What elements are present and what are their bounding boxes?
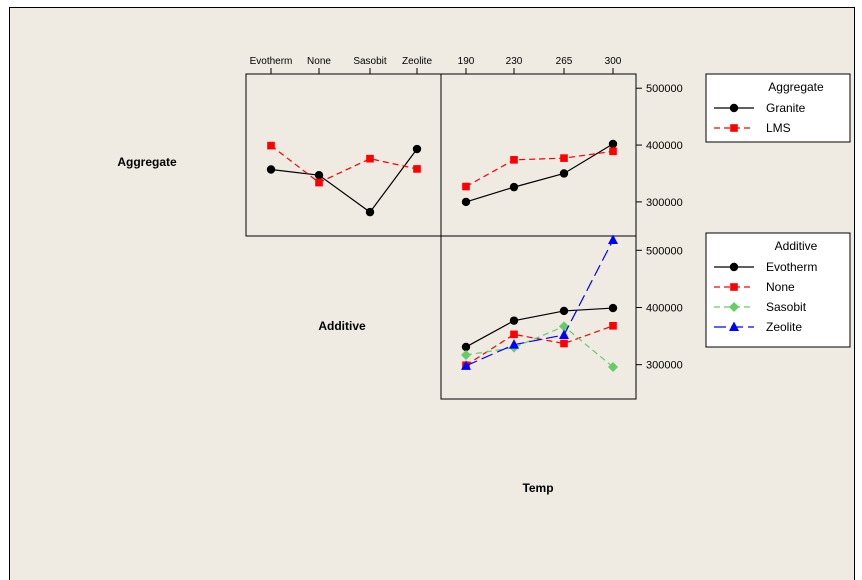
legend-box-additive: [705, 232, 851, 348]
data-point: [413, 165, 421, 173]
data-point: [267, 141, 275, 150]
data-point: [509, 316, 519, 325]
series-aggregate-by-additive-lms: [267, 141, 421, 187]
y-tick-label: 300000: [646, 360, 683, 372]
x-tick-label: Zeolite: [402, 56, 432, 67]
data-point: [509, 339, 519, 349]
data-point: [560, 339, 568, 348]
data-point: [559, 306, 569, 316]
panel-frame-aggregate-temp: [440, 73, 637, 237]
y-tick-label: 400000: [646, 302, 683, 314]
factor-label-aggregate: Aggregate: [117, 155, 177, 169]
legend-title: Additive: [775, 239, 818, 253]
data-point: [559, 169, 569, 178]
y-tick-label: 500000: [646, 83, 683, 95]
data-point: [461, 197, 471, 207]
x-tick-label: None: [307, 56, 331, 67]
data-point: [510, 156, 518, 164]
series-aggregate-by-temp-lms: [462, 147, 617, 191]
series-line: [465, 143, 614, 203]
legend-item-lms: LMS: [714, 121, 791, 135]
series-line: [465, 239, 614, 367]
legend-label: LMS: [766, 121, 791, 135]
data-point: [510, 330, 518, 339]
data-point: [730, 283, 738, 291]
data-point: [559, 329, 569, 339]
x-tick-label: 230: [506, 56, 523, 67]
data-point: [608, 139, 618, 149]
data-point: [462, 182, 470, 191]
series-line: [465, 307, 614, 348]
series-additive-by-temp-evotherm: [461, 303, 618, 352]
series-line: [465, 325, 614, 368]
x-tick-label: Evotherm: [250, 56, 293, 67]
legend-item-sasobit: Sasobit: [714, 300, 807, 314]
data-point: [314, 170, 324, 180]
data-point: [461, 349, 471, 360]
data-point: [609, 147, 617, 156]
data-point: [509, 182, 519, 192]
legend-item-none: None: [714, 280, 795, 294]
series-line: [270, 145, 418, 184]
data-point: [608, 361, 618, 372]
y-tick-label: 300000: [646, 197, 683, 209]
y-tick-label: 500000: [646, 245, 683, 257]
data-point: [412, 144, 422, 154]
data-point: [461, 342, 471, 352]
data-point: [729, 321, 739, 331]
data-point: [730, 124, 738, 132]
legend-label: Sasobit: [766, 300, 807, 314]
panel-frame-additive-temp: [440, 235, 637, 400]
panel-frame-aggregate-additive: [245, 73, 442, 237]
legend-title: Aggregate: [768, 80, 824, 94]
series-aggregate-by-additive-granite: [266, 144, 422, 217]
y-tick-label: 400000: [646, 140, 683, 152]
data-point: [608, 234, 618, 245]
x-tick-label: Sasobit: [353, 56, 387, 67]
data-point: [365, 207, 375, 217]
series-additive-by-temp-zeolite: [461, 234, 618, 370]
data-point: [266, 165, 276, 174]
data-point: [609, 321, 617, 330]
data-point: [729, 302, 739, 312]
legend-item-granite: Granite: [714, 101, 806, 115]
factor-label-temp: Temp: [522, 481, 553, 495]
data-point: [729, 103, 739, 113]
legend-label: Granite: [766, 101, 806, 115]
factor-label-additive: Additive: [318, 319, 366, 333]
x-tick-label: 300: [605, 56, 622, 67]
data-point: [729, 262, 739, 272]
x-tick-label: 265: [556, 56, 573, 67]
series-line: [465, 325, 614, 366]
legend-item-zeolite: Zeolite: [714, 320, 802, 334]
data-point: [366, 154, 374, 163]
legend-label: None: [766, 280, 795, 294]
data-point: [461, 360, 471, 370]
data-point: [560, 154, 568, 162]
series-additive-by-temp-none: [462, 321, 617, 370]
data-point: [315, 178, 323, 187]
series-aggregate-by-temp-granite: [461, 139, 618, 207]
series-additive-by-temp-sasobit: [461, 321, 618, 372]
series-line: [270, 148, 418, 213]
legend-item-evotherm: Evotherm: [714, 260, 817, 274]
x-tick-label: 190: [458, 56, 475, 67]
legend-label: Zeolite: [766, 320, 802, 334]
data-point: [608, 303, 618, 313]
legend-label: Evotherm: [766, 260, 817, 274]
